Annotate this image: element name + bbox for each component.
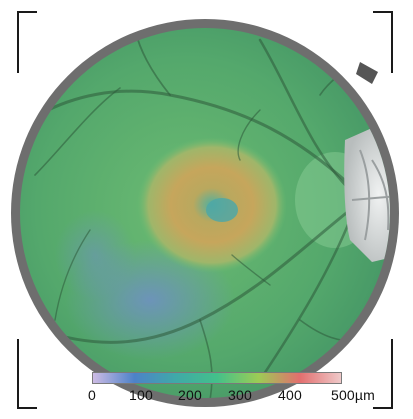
colorbar-tick-500: 500µm [330, 387, 376, 403]
colorbar-ticks: 0 100 200 300 400 500µm [0, 387, 413, 405]
frame-corner-top-right [373, 11, 393, 73]
colorbar-tick-400: 400 [278, 387, 302, 403]
colorbar-tick-100: 100 [129, 387, 153, 403]
colorbar-gradient [92, 372, 342, 384]
frame-corner-top-left [17, 11, 37, 73]
macula-center [206, 198, 238, 222]
thin-region-2 [55, 210, 135, 300]
frame-corner-bottom-right [373, 339, 393, 409]
colorbar-tick-200: 200 [178, 387, 202, 403]
rim-notch [356, 62, 378, 84]
thickness-colorbar [92, 372, 342, 384]
frame-corner-bottom-left [17, 339, 37, 409]
colorbar-tick-300: 300 [228, 387, 252, 403]
disc-vessels [351, 149, 390, 241]
colorbar-tick-0: 0 [88, 387, 96, 403]
retinal-vessels [28, 29, 371, 398]
